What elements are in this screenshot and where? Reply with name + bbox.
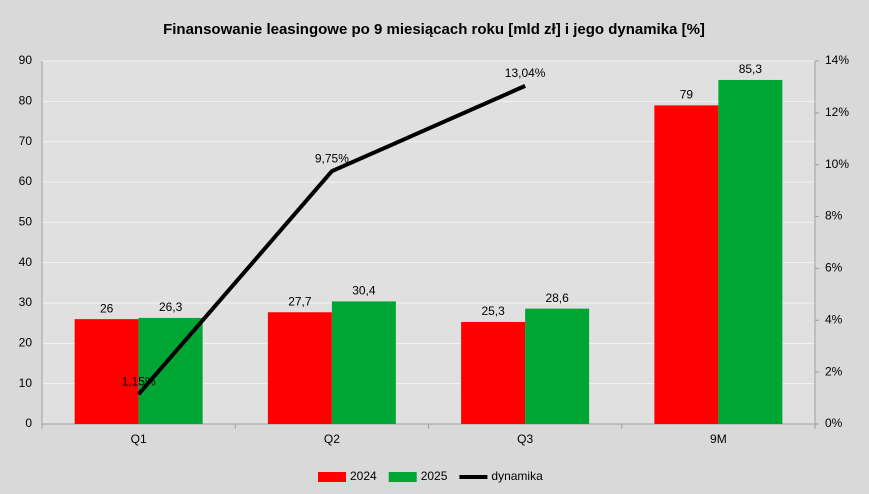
value-label: 30,4 bbox=[352, 284, 376, 298]
chart-title: Finansowanie leasingowe po 9 miesiącach … bbox=[163, 21, 705, 38]
y-tick-label: 80 bbox=[19, 94, 33, 108]
value-label: 85,3 bbox=[739, 62, 763, 76]
bar bbox=[267, 312, 332, 424]
value-label: 9,75% bbox=[315, 151, 349, 165]
value-label: 13,04% bbox=[505, 66, 546, 80]
legend-label: dynamika bbox=[491, 469, 543, 483]
value-label: 25,3 bbox=[481, 304, 505, 318]
y-tick-label: 50 bbox=[19, 215, 33, 229]
y2-tick-label: 0% bbox=[825, 416, 843, 430]
y-tick-label: 40 bbox=[19, 255, 33, 269]
value-label: 26 bbox=[100, 301, 114, 315]
y2-tick-label: 10% bbox=[825, 157, 849, 171]
value-label: 79 bbox=[680, 88, 694, 102]
bar bbox=[74, 319, 139, 424]
x-tick-label: Q1 bbox=[131, 432, 147, 446]
bar bbox=[525, 308, 590, 424]
y2-tick-label: 6% bbox=[825, 261, 843, 275]
x-tick-label: 9M bbox=[710, 432, 727, 446]
y-tick-label: 90 bbox=[19, 53, 33, 67]
bar bbox=[461, 321, 526, 424]
bar bbox=[331, 301, 396, 424]
value-label: 28,6 bbox=[545, 291, 569, 305]
value-label: 1,15% bbox=[122, 374, 156, 388]
y-tick-label: 70 bbox=[19, 134, 33, 148]
legend-label: 2024 bbox=[350, 469, 377, 483]
x-tick-label: Q2 bbox=[324, 432, 340, 446]
value-label: 26,3 bbox=[159, 300, 183, 314]
legend-swatch bbox=[388, 472, 417, 482]
y2-tick-label: 12% bbox=[825, 105, 849, 119]
y2-tick-label: 4% bbox=[825, 312, 843, 326]
y2-tick-label: 14% bbox=[825, 53, 849, 67]
bar bbox=[718, 79, 783, 424]
legend-swatch bbox=[318, 472, 346, 482]
legend-label: 2025 bbox=[421, 469, 448, 483]
y2-tick-label: 2% bbox=[825, 364, 843, 378]
y2-tick-label: 8% bbox=[825, 209, 843, 223]
y-tick-label: 0 bbox=[25, 416, 32, 430]
y-tick-label: 20 bbox=[19, 336, 33, 350]
y-tick-label: 60 bbox=[19, 174, 33, 188]
x-tick-label: Q3 bbox=[517, 432, 533, 446]
y-tick-label: 10 bbox=[19, 376, 33, 390]
value-label: 27,7 bbox=[288, 294, 312, 308]
bar bbox=[654, 105, 719, 424]
line bbox=[137, 84, 526, 396]
y-tick-label: 30 bbox=[19, 295, 33, 309]
